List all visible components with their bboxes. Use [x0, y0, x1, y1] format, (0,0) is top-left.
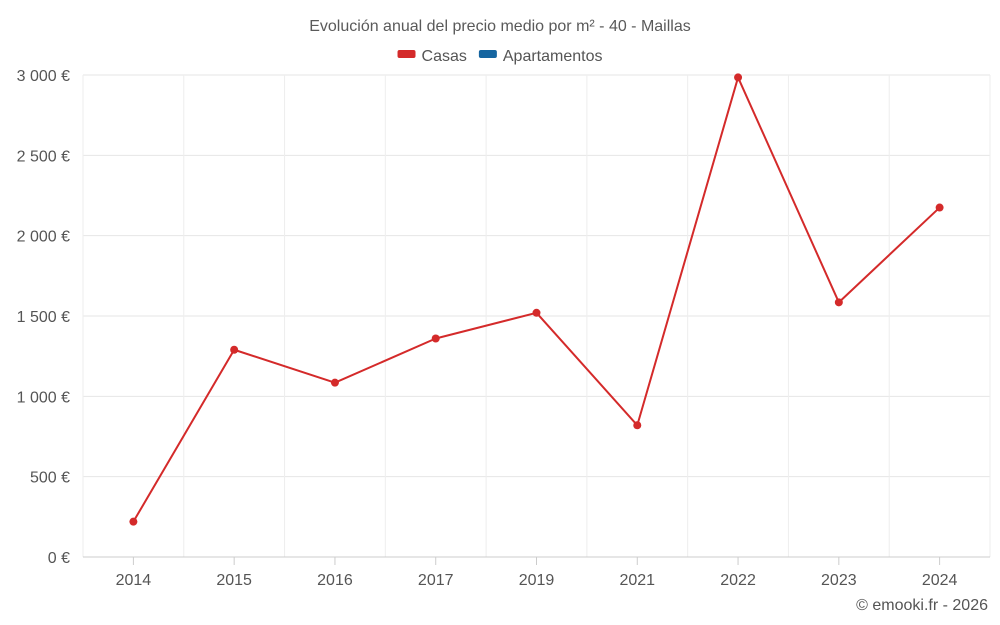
x-tick-label: 2022	[720, 572, 756, 589]
data-point[interactable]	[330, 378, 339, 387]
data-point[interactable]	[129, 517, 138, 526]
x-tick-label: 2017	[418, 572, 454, 589]
grid	[82, 74, 991, 558]
y-tick-label: 500 €	[30, 470, 70, 487]
data-point[interactable]	[834, 298, 843, 307]
x-tick-label: 2016	[317, 572, 353, 589]
legend-label: Apartamentos	[503, 48, 603, 65]
legend: Casas Apartamentos	[397, 48, 603, 65]
series-line-casas	[132, 76, 941, 523]
x-tick-label: 2019	[519, 572, 555, 589]
x-tick-label: 2014	[116, 572, 152, 589]
legend-label: Casas	[422, 48, 467, 65]
y-tick-label: 2 500 €	[17, 148, 70, 165]
data-point[interactable]	[734, 73, 743, 82]
data-point[interactable]	[633, 421, 642, 430]
y-tick-label: 1 000 €	[17, 389, 70, 406]
chart-title: Evolución anual del precio medio por m² …	[309, 18, 691, 35]
legend-swatch	[397, 50, 416, 58]
data-point[interactable]	[532, 308, 541, 317]
x-tick-label: 2015	[216, 572, 252, 589]
legend-item-apartamentos[interactable]: Apartamentos	[478, 48, 603, 65]
axes: 0 € 500 € 1 000 € 1 500 € 2 000 € 2 500 € 3 00…	[17, 68, 990, 589]
legend-item-casas[interactable]: Casas	[397, 48, 467, 65]
credit-text: © emooki.fr - 2026	[856, 597, 988, 614]
data-point[interactable]	[431, 334, 440, 343]
legend-swatch	[478, 50, 497, 58]
x-tick-label: 2021	[619, 572, 655, 589]
y-tick-label: 1 500 €	[17, 309, 70, 326]
data-point[interactable]	[935, 203, 944, 212]
plot-area	[129, 73, 944, 526]
x-tick-label: 2023	[821, 572, 857, 589]
data-point[interactable]	[230, 345, 239, 354]
x-tick-label: 2024	[922, 572, 958, 589]
y-tick-label: 0 €	[48, 550, 70, 567]
y-tick-label: 3 000 €	[17, 68, 70, 85]
y-tick-label: 2 000 €	[17, 229, 70, 246]
